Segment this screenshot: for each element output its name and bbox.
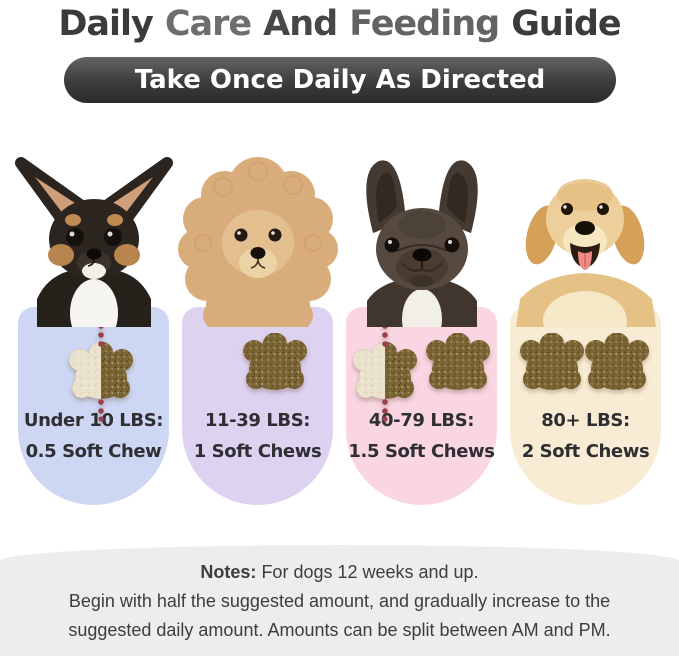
page-title: Daily Care And Feeding Guide (0, 4, 679, 44)
title-word: Feeding (349, 4, 500, 44)
weight-card-40-79-lbs: 40-79 LBS: 1.5 Soft Chews (346, 307, 497, 505)
notes-section: Notes: For dogs 12 weeks and up. Begin w… (0, 545, 679, 656)
split-dotted-line (98, 323, 104, 422)
card-copy: 11-39 LBS: 1 Soft Chews (174, 405, 341, 467)
title-word: Daily (58, 4, 153, 44)
title-word: Care (164, 4, 252, 44)
card-copy: Under 10 LBS: 0.5 Soft Chew (10, 405, 177, 467)
soft-chew-icon (520, 333, 584, 390)
chihuahua-photo (15, 157, 173, 327)
soft-chew-icon (426, 333, 490, 390)
dose-label: 2 Soft Chews (521, 441, 650, 462)
weight-range-label: Under 10 LBS: (23, 410, 164, 431)
notes-line-2: Begin with half the suggested amount, an… (68, 591, 611, 611)
french-bulldog-photo (366, 160, 478, 327)
dose-label: 0.5 Soft Chew (25, 441, 162, 462)
half-soft-chew-icon (353, 323, 417, 422)
weight-card-11-39-lbs: 11-39 LBS: 1 Soft Chews (182, 307, 333, 505)
title-word: And (263, 4, 338, 44)
dose-label: 1 Soft Chews (193, 441, 322, 462)
weight-card-80-plus-lbs: 80+ LBS: 2 Soft Chews (510, 307, 661, 505)
card-copy: 40-79 LBS: 1.5 Soft Chews (338, 405, 505, 467)
weight-range-label: 40-79 LBS: (368, 410, 475, 431)
title-word: Guide (511, 4, 621, 44)
weight-card-under-10-lbs: Under 10 LBS: 0.5 Soft Chew (18, 307, 169, 505)
weight-range-label: 80+ LBS: (541, 410, 630, 431)
notes-label: Notes: (200, 562, 257, 582)
soft-chew-icon (585, 333, 649, 390)
golden-retriever-photo (516, 179, 656, 327)
half-soft-chew-icon (69, 323, 133, 422)
notes-line-1: Notes: For dogs 12 weeks and up. (0, 558, 679, 587)
soft-chew-icon (243, 333, 307, 390)
dose-label: 1.5 Soft Chews (348, 441, 495, 462)
poodle-photo (178, 157, 338, 327)
weight-range-label: 11-39 LBS: (204, 410, 311, 431)
notes-line-3: suggested daily amount. Amounts can be s… (68, 620, 611, 640)
notes-text-1: For dogs 12 weeks and up. (261, 562, 479, 582)
dosage-banner: Take Once Daily As Directed (64, 57, 616, 103)
card-copy: 80+ LBS: 2 Soft Chews (502, 405, 669, 467)
